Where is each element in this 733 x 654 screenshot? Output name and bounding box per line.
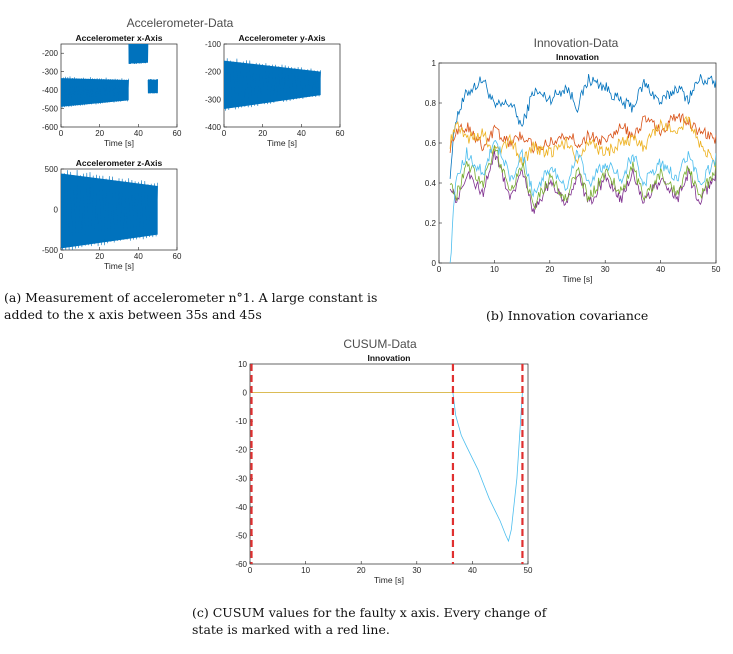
x-tick-label: 60 xyxy=(336,129,345,138)
x-tick-label: 40 xyxy=(134,252,143,261)
x-tick-label: 0 xyxy=(437,265,442,274)
y-tick-label: 1 xyxy=(432,59,437,68)
x-axis-label: Time [s] xyxy=(267,138,297,148)
x-tick-label: 60 xyxy=(173,252,182,261)
axes-title: Accelerometer x-Axis xyxy=(76,33,163,43)
innovation-series-3 xyxy=(449,115,716,168)
x-tick-label: 30 xyxy=(412,566,421,575)
x-tick-label: 0 xyxy=(59,129,64,138)
y-tick-label: -20 xyxy=(235,446,247,455)
y-tick-label: -50 xyxy=(235,531,247,540)
axes-box xyxy=(249,363,529,565)
axes-title: Accelerometer z-Axis xyxy=(76,158,163,168)
axes-title: Innovation xyxy=(368,353,411,363)
x-tick-label: 0 xyxy=(59,252,64,261)
x-tick-label: 20 xyxy=(545,265,554,274)
y-tick-label: -400 xyxy=(205,123,222,132)
y-tick-label: 0 xyxy=(243,389,248,398)
x-tick-label: 20 xyxy=(357,566,366,575)
signal-line xyxy=(147,78,158,94)
y-tick-label: 0.4 xyxy=(425,179,437,188)
y-tick-label: -300 xyxy=(42,68,59,77)
chart-cusum: Innovation 0 10 20 30 40 50 -60 -50 -40 -30 -20 -10 0… xyxy=(235,353,533,585)
x-tick-label: 20 xyxy=(95,129,104,138)
x-tick-label: 30 xyxy=(601,265,610,274)
x-tick-label: 0 xyxy=(222,129,227,138)
caption-c: (c) CUSUM values for the faulty x axis. … xyxy=(192,605,547,637)
y-tick-label: -400 xyxy=(42,86,59,95)
x-tick-label: 10 xyxy=(490,265,499,274)
x-tick-label: 10 xyxy=(301,566,310,575)
signal-line xyxy=(61,169,158,250)
chart-acc_y: Accelerometer y-Axis 0 20 40 60 -400 -300 -200 -… xyxy=(205,33,345,148)
y-tick-label: 0 xyxy=(432,259,437,268)
y-tick-label: -60 xyxy=(235,560,247,569)
x-tick-label: 60 xyxy=(173,129,182,138)
x-axis-label: Time [s] xyxy=(104,138,134,148)
x-tick-label: 50 xyxy=(712,265,721,274)
caption-a: (a) Measurement of accelerometer n°1. A … xyxy=(4,290,378,322)
y-tick-label: -10 xyxy=(235,417,247,426)
y-tick-label: -40 xyxy=(235,503,247,512)
innovation-series-5 xyxy=(449,145,716,210)
innovation-series-6 xyxy=(449,139,716,263)
innovation-window-title: Innovation-Data xyxy=(533,36,619,50)
y-tick-label: 0.6 xyxy=(425,139,437,148)
y-tick-label: 0 xyxy=(54,206,59,215)
x-tick-label: 40 xyxy=(468,566,477,575)
x-tick-label: 40 xyxy=(656,265,665,274)
x-tick-label: 20 xyxy=(258,129,267,138)
x-tick-label: 20 xyxy=(95,252,104,261)
y-tick-label: -300 xyxy=(205,95,222,104)
y-tick-label: -600 xyxy=(42,123,59,132)
cusum-window-title: CUSUM-Data xyxy=(343,337,417,351)
x-axis-label: Time [s] xyxy=(374,575,404,585)
caption-b: (b) Innovation covariance xyxy=(486,308,649,323)
signal-line xyxy=(224,58,321,111)
y-tick-label: -500 xyxy=(42,246,59,255)
chart-acc_x: Accelerometer x-Axis 0 20 40 60 -600 -500 -400 -… xyxy=(42,33,182,148)
y-tick-label: -100 xyxy=(205,40,222,49)
accelerometer-window-title: Accelerometer-Data xyxy=(126,16,234,30)
x-tick-label: 40 xyxy=(134,129,143,138)
x-tick-label: 0 xyxy=(248,566,253,575)
innovation-series-2 xyxy=(449,112,716,154)
chart-innovation_cov: Innovation 0 10 20 30 40 50 0 0.2 0.4 0.6 0.8 1 Time … xyxy=(425,52,721,284)
axes-title: Accelerometer y-Axis xyxy=(239,33,326,43)
y-tick-label: 10 xyxy=(238,360,247,369)
cusum-series-1 xyxy=(250,392,523,543)
x-axis-label: Time [s] xyxy=(104,261,134,271)
y-tick-label: -500 xyxy=(42,105,59,114)
y-tick-label: 0.2 xyxy=(425,219,437,228)
x-axis-label: Time [s] xyxy=(563,274,593,284)
innovation-series-1 xyxy=(449,73,716,179)
y-tick-label: 0.8 xyxy=(425,99,437,108)
y-tick-label: -30 xyxy=(235,474,247,483)
x-tick-label: 40 xyxy=(297,129,306,138)
signal-line xyxy=(61,76,129,108)
y-tick-label: -200 xyxy=(205,68,222,77)
axes-title: Innovation xyxy=(556,52,599,62)
x-tick-label: 50 xyxy=(524,566,533,575)
y-tick-label: -200 xyxy=(42,49,59,58)
y-tick-label: 500 xyxy=(45,165,59,174)
